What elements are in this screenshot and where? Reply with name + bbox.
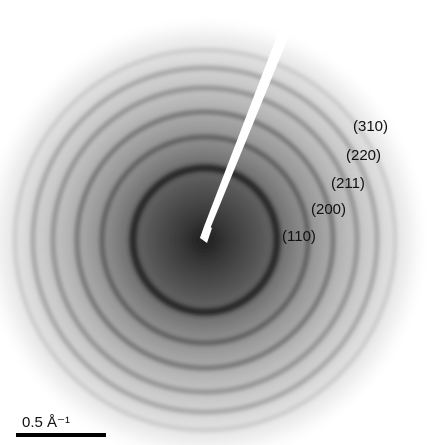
- ring-label: (110): [282, 228, 316, 245]
- ring-label: (310): [353, 118, 388, 135]
- ring-label: (200): [311, 201, 346, 218]
- ring: [13, 48, 397, 432]
- ring-label: (211): [331, 175, 365, 192]
- ring: [129, 164, 281, 316]
- beam-stop-tip: [200, 224, 212, 243]
- scale-bar-label: 0.5 Å⁻¹: [22, 414, 70, 431]
- beam-stop: [200, 2, 302, 238]
- ring: [75, 110, 335, 370]
- scale-bar: [16, 433, 106, 437]
- ring: [100, 135, 310, 345]
- ring: [51, 86, 359, 394]
- ring: [31, 66, 379, 414]
- rings: [13, 48, 397, 432]
- ring-label: (220): [346, 147, 381, 164]
- halo: [0, 25, 420, 445]
